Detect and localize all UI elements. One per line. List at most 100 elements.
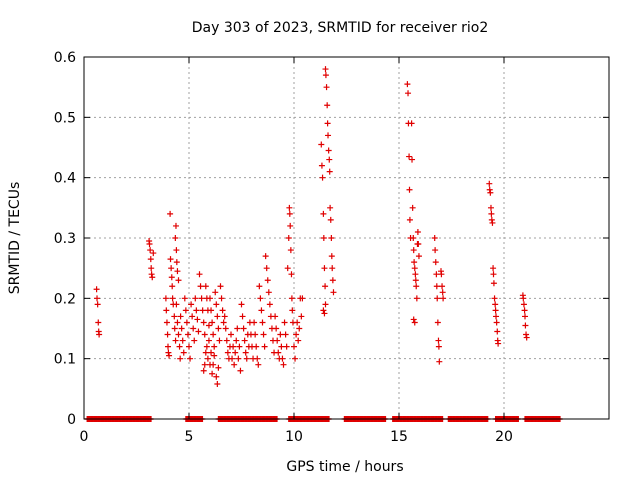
x-tick-label: 10: [285, 429, 303, 445]
data-point: [172, 222, 179, 229]
data-point: [199, 307, 206, 314]
data-point: [179, 337, 186, 344]
data-point: [408, 120, 415, 127]
data-point: [520, 295, 527, 302]
data-point: [208, 307, 215, 314]
data-point: [432, 247, 439, 254]
data-point: [493, 313, 500, 320]
data-point: [260, 331, 267, 338]
data-point: [255, 361, 262, 368]
y-tick-label: 0: [67, 412, 76, 428]
data-point: [200, 367, 207, 374]
data-point: [432, 259, 439, 266]
data-point: [296, 325, 303, 332]
y-tick-label: 0.4: [54, 171, 76, 187]
data-point: [171, 313, 178, 320]
data-point: [328, 235, 335, 241]
data-point: [165, 343, 171, 350]
data-point: [439, 283, 446, 290]
data-point: [406, 186, 413, 193]
data-point: [95, 319, 102, 326]
y-tick-label: 0.6: [54, 50, 76, 66]
data-point: [174, 319, 181, 326]
data-point: [184, 331, 191, 338]
data-point: [491, 295, 498, 302]
data-point: [220, 319, 227, 326]
data-point: [201, 361, 208, 368]
data-point: [523, 334, 530, 341]
data-point: [215, 364, 222, 371]
data-point: [253, 343, 260, 350]
data-point: [284, 265, 291, 272]
data-point: [221, 313, 228, 320]
data-point: [410, 247, 417, 254]
data-point: [237, 367, 244, 374]
data-point: [169, 283, 176, 290]
data-point: [213, 301, 220, 308]
data-point: [205, 337, 212, 344]
data-point: [266, 301, 273, 308]
data-point: [326, 156, 333, 163]
data-point: [175, 331, 182, 338]
data-point: [183, 319, 190, 326]
data-point: [521, 307, 528, 314]
data-point: [171, 325, 178, 332]
data-point: [440, 295, 447, 302]
data-point: [207, 295, 213, 302]
data-point: [169, 295, 176, 302]
data-point: [235, 355, 242, 362]
data-point: [493, 319, 500, 326]
data-point: [291, 343, 297, 350]
data-point: [208, 349, 215, 356]
data-point: [433, 283, 440, 290]
data-point: [415, 241, 422, 248]
data-point: [262, 253, 269, 260]
data-points: [84, 66, 563, 422]
data-point: [204, 355, 211, 362]
data-point: [494, 328, 501, 335]
data-point: [186, 343, 192, 350]
data-point: [330, 289, 337, 296]
data-point: [180, 349, 187, 356]
data-point: [177, 355, 184, 362]
data-point: [322, 283, 329, 290]
data-point: [319, 174, 326, 181]
data-point: [522, 313, 528, 320]
data-point: [294, 319, 301, 326]
data-point: [193, 307, 200, 314]
data-point: [212, 289, 219, 296]
data-point: [197, 283, 204, 290]
data-point: [285, 235, 292, 241]
data-point: [164, 331, 171, 338]
data-point: [415, 253, 422, 260]
data-point: [495, 340, 502, 347]
data-point: [174, 268, 181, 275]
data-point: [211, 352, 218, 359]
data-point: [322, 72, 329, 79]
data-point: [148, 271, 155, 278]
data-point: [410, 316, 417, 323]
data-point: [230, 343, 237, 350]
data-point: [163, 319, 170, 326]
data-point: [238, 301, 245, 308]
data-point: [488, 210, 495, 217]
data-point: [288, 295, 295, 302]
grid-lines: [84, 57, 609, 419]
data-point: [409, 204, 416, 211]
data-point: [320, 235, 327, 241]
data-point: [410, 235, 417, 241]
data-point: [93, 286, 100, 293]
data-point: [218, 295, 225, 302]
data-point: [288, 271, 295, 278]
data-point: [146, 241, 153, 248]
data-point: [263, 265, 270, 272]
data-point: [490, 271, 497, 278]
data-point: [283, 343, 290, 350]
x-tick-label: 0: [80, 429, 89, 445]
data-point: [292, 355, 299, 362]
data-point: [492, 307, 499, 314]
data-point: [318, 141, 325, 148]
data-point: [272, 313, 279, 320]
data-point: [203, 343, 210, 350]
data-point: [232, 349, 239, 356]
